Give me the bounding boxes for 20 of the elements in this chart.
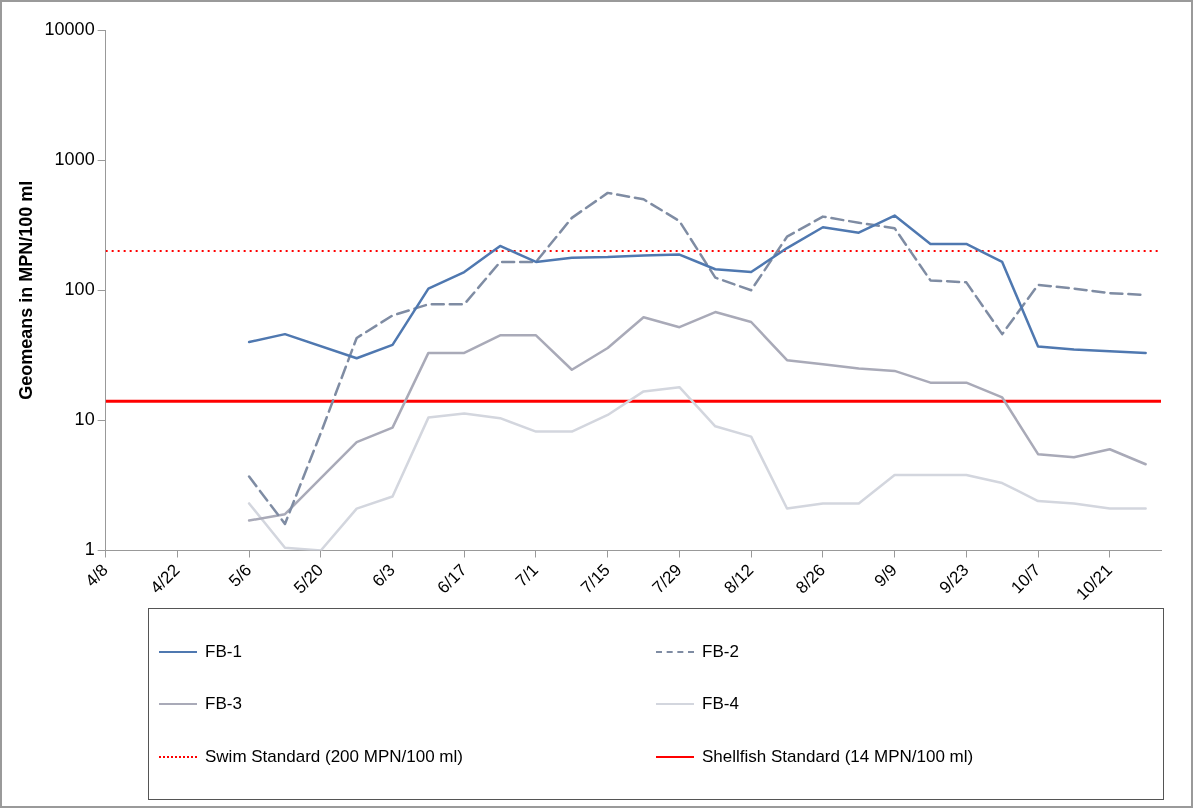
y-tick-label: 10 <box>74 409 95 430</box>
x-tick-label: 7/29 <box>648 560 686 598</box>
legend-label: Shellfish Standard (14 MPN/100 ml) <box>702 746 974 767</box>
legend-label: FB-3 <box>205 694 242 714</box>
legend-label: FB-4 <box>702 694 739 714</box>
x-tick-label: 9/9 <box>870 560 901 591</box>
y-tick-label: 1 <box>84 539 95 560</box>
legend-label: Swim Standard (200 MPN/100 ml) <box>205 746 463 767</box>
y-tick-label: 100 <box>64 279 95 300</box>
legend-label: FB-1 <box>205 641 242 662</box>
x-tick-label: 4/8 <box>81 560 112 591</box>
x-tick-label: 6/3 <box>368 560 399 591</box>
y-axis-title: Geomeans in MPN/100 ml <box>15 180 36 400</box>
y-tick-label: 10000 <box>44 18 95 39</box>
x-tick-label: 5/6 <box>225 560 256 591</box>
x-tick-label: 4/22 <box>146 560 184 598</box>
x-tick-label: 7/1 <box>511 560 543 591</box>
y-tick-label: 1000 <box>54 149 95 170</box>
x-tick-label: 7/15 <box>577 560 614 598</box>
legend-label: FB-2 <box>702 641 739 662</box>
